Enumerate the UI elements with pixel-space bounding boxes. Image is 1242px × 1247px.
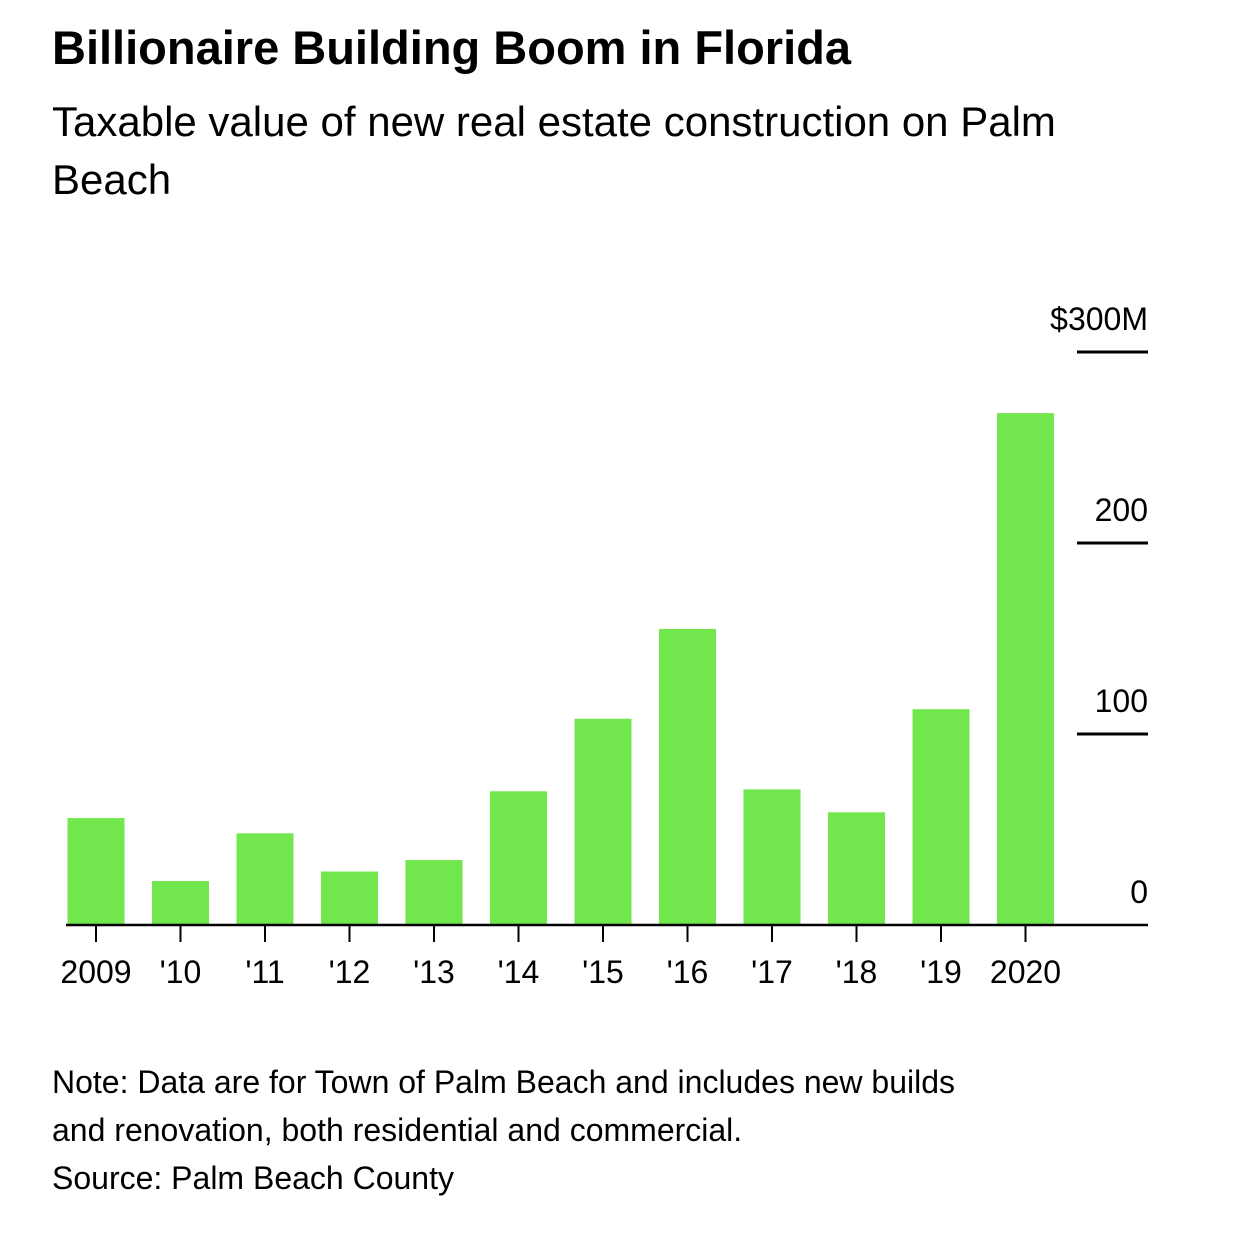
- bar-3: [321, 871, 378, 925]
- x-tick-label: '10: [160, 954, 202, 990]
- bar-0: [67, 818, 125, 925]
- y-tick-label: 0: [1130, 874, 1148, 910]
- bar-4: [405, 860, 463, 925]
- bar-6: [574, 718, 632, 925]
- y-tick-label: 100: [1095, 683, 1148, 719]
- x-tick-label: '11: [245, 954, 284, 990]
- note-line-1: Note: Data are for Town of Palm Beach an…: [52, 1064, 956, 1100]
- x-tick-label: '12: [329, 954, 371, 990]
- bar-2: [236, 833, 294, 925]
- x-tick-label: '19: [920, 954, 962, 990]
- chart-note: Note: Data are for Town of Palm Beach an…: [52, 1058, 1202, 1202]
- chart-subtitle: Taxable value of new real estate constru…: [52, 98, 1056, 203]
- bar-5: [490, 791, 547, 925]
- x-tick-label: 2009: [60, 954, 131, 990]
- y-tick-label: $300M: [1050, 301, 1148, 337]
- x-tick-label: '18: [836, 954, 878, 990]
- bar-7: [659, 628, 716, 925]
- x-tick-label: '14: [498, 954, 540, 990]
- bar-10: [912, 709, 970, 925]
- x-tick-label: '16: [667, 954, 709, 990]
- source-line: Source: Palm Beach County: [52, 1160, 454, 1196]
- x-tick-label: 2020: [990, 954, 1061, 990]
- x-tick-label: '15: [582, 954, 624, 990]
- y-tick-label: 200: [1095, 492, 1148, 528]
- bar-11: [997, 413, 1054, 925]
- bar-8: [743, 789, 801, 925]
- bar-9: [828, 812, 885, 925]
- x-tick-label: '13: [413, 954, 455, 990]
- note-line-2: and renovation, both residential and com…: [52, 1112, 743, 1148]
- chart-title: Billionaire Building Boom in Florida: [52, 21, 851, 74]
- bar-1: [152, 881, 209, 925]
- x-tick-label: '17: [751, 954, 793, 990]
